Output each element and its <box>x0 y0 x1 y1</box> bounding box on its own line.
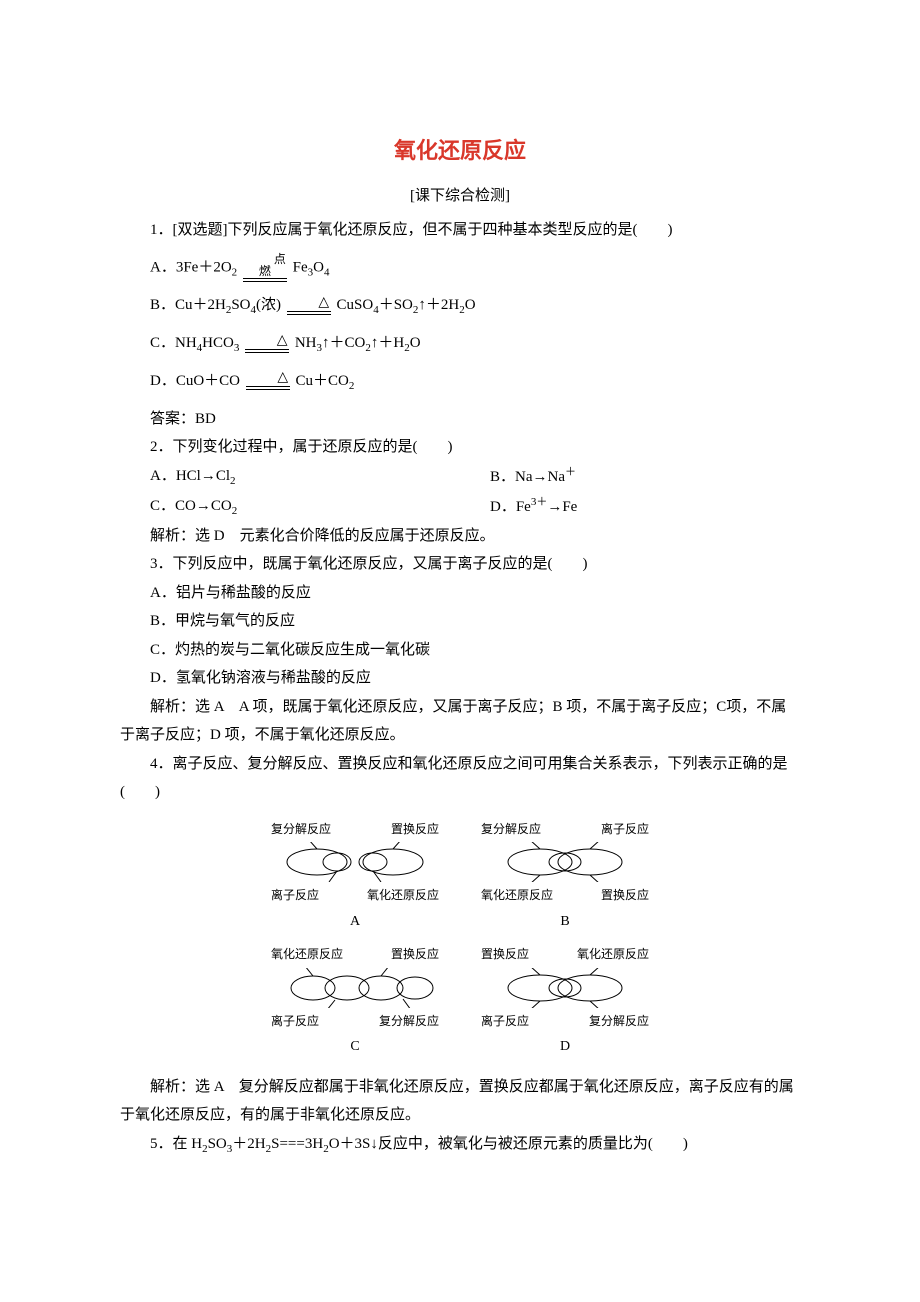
q1b-left: B．Cu＋2H <box>150 297 226 313</box>
label-fufen: 复分解反应 <box>271 818 331 841</box>
q4-explain: 解析：选 A 复分解反应都属于非氧化还原反应，置换反应都属于氧化还原反应，离子反… <box>120 1073 800 1130</box>
letter-c: C <box>265 1034 445 1061</box>
q1a-right: Fe <box>293 259 308 275</box>
label-zhihuan: 置换反应 <box>481 943 529 966</box>
cond-dianran: 点燃 <box>243 253 287 283</box>
q1c-r1: NH <box>295 335 317 351</box>
venn-C: 氧化还原反应 置换反应 离子反应 复分解反应 C <box>265 943 445 1061</box>
q2b-text: B．Na→Na <box>490 469 565 485</box>
label-yanghua: 氧化还原反应 <box>481 884 553 907</box>
label-fufen: 复分解反应 <box>481 818 541 841</box>
q5-s5: O＋3S↓反应中，被氧化与被还原元素的质量比为( ) <box>329 1136 688 1152</box>
q1c-mid: HCO <box>202 335 234 351</box>
letter-a: A <box>265 909 445 936</box>
label-yanghua: 氧化还原反应 <box>271 943 343 966</box>
q2-explain: 解析：选 D 元素化合价降低的反应属于还原反应。 <box>120 522 800 551</box>
cond-heat: △ <box>287 296 331 316</box>
label-fufen: 复分解反应 <box>589 1010 649 1033</box>
venn-svg-a <box>275 842 435 882</box>
q4-stem: 4．离子反应、复分解反应、置换反应和氧化还原反应之间可用集合关系表示，下列表示正… <box>120 750 800 807</box>
letter-d: D <box>475 1034 655 1061</box>
q3-optA: A．铝片与稀盐酸的反应 <box>120 579 800 608</box>
q2d-text: D．Fe <box>490 499 531 515</box>
q1a-left: A．3Fe＋2O <box>150 259 232 275</box>
q2-optA: A．HCl→Cl2 <box>120 462 460 492</box>
q2-row2: C．CO→CO2 D．Fe3＋→Fe <box>120 492 800 522</box>
label-zhihuan: 置换反应 <box>391 818 439 841</box>
q1d-left: D．CuO＋CO <box>150 373 240 389</box>
q1c-r3: ↑＋H <box>371 335 404 351</box>
q2-optC: C．CO→CO2 <box>120 492 460 522</box>
q3-optC: C．灼热的炭与二氧化碳反应生成一氧化碳 <box>120 636 800 665</box>
q1b-r3: ↑＋2H <box>418 297 459 313</box>
q1b-mid2: (浓) <box>256 297 281 313</box>
q5-s3: ＋2H <box>232 1136 265 1152</box>
q2c-text: C．CO→CO <box>150 498 232 514</box>
venn-D: 置换反应 氧化还原反应 离子反应 复分解反应 D <box>475 943 655 1061</box>
q3-optB: B．甲烷与氧气的反应 <box>120 607 800 636</box>
q3-explain: 解析：选 A A 项，既属于氧化还原反应，又属于离子反应；B 项，不属于离子反应… <box>120 693 800 750</box>
label-fufen: 复分解反应 <box>379 1010 439 1033</box>
letter-b: B <box>475 909 655 936</box>
page-title: 氧化还原反应 <box>120 130 800 172</box>
q1-optB: B．Cu＋2H2SO4(浓) △ CuSO4＋SO2↑＋2H2O <box>120 291 800 321</box>
label-yanghua: 氧化还原反应 <box>367 884 439 907</box>
venn-svg-b <box>485 842 645 882</box>
label-zhihuan: 置换反应 <box>391 943 439 966</box>
q1-answer: 答案：BD <box>120 405 800 434</box>
q5-stem: 5．在 H2SO3＋2H2S===3H2O＋3S↓反应中，被氧化与被还原元素的质… <box>120 1130 800 1160</box>
cond-heat: △ <box>245 334 289 354</box>
q2-optB: B．Na→Na＋ <box>460 462 800 492</box>
label-lizi: 离子反应 <box>271 884 319 907</box>
q2d-text2: →Fe <box>547 499 577 515</box>
venn-svg-c <box>275 968 435 1008</box>
q5-s4: S===3H <box>271 1136 323 1152</box>
venn-A: 复分解反应 置换反应 离子反应 氧化还原反应 A <box>265 818 445 936</box>
q2-stem: 2．下列变化过程中，属于还原反应的是( ) <box>120 433 800 462</box>
q1b-mid: SO <box>231 297 250 313</box>
q1-optC: C．NH4HCO3 △ NH3↑＋CO2↑＋H2O <box>120 329 800 359</box>
q1c-r2: ↑＋CO <box>322 335 365 351</box>
q1c-left: C．NH <box>150 335 197 351</box>
label-yanghua: 氧化还原反应 <box>577 943 649 966</box>
q2-row1: A．HCl→Cl2 B．Na→Na＋ <box>120 462 800 492</box>
q1b-r1: CuSO <box>337 297 374 313</box>
q2a-text: A．HCl→Cl <box>150 468 230 484</box>
q5-s2: SO <box>208 1136 227 1152</box>
label-lizi: 离子反应 <box>271 1010 319 1033</box>
cond-label: 点燃 <box>243 253 287 277</box>
venn-svg-d <box>485 968 645 1008</box>
subtitle: [课下综合检测] <box>120 182 800 211</box>
q4-diagram: 复分解反应 置换反应 离子反应 氧化还原反应 A 复分解反应 <box>120 815 800 1065</box>
q3-optD: D．氢氧化钠溶液与稀盐酸的反应 <box>120 664 800 693</box>
q3-stem: 3．下列反应中，既属于氧化还原反应，又属于离子反应的是( ) <box>120 550 800 579</box>
q1-stem: 1．[双选题]下列反应属于氧化还原反应，但不属于四种基本类型反应的是( ) <box>120 216 800 245</box>
cond-heat: △ <box>246 371 290 391</box>
q1d-right: Cu＋CO <box>296 373 349 389</box>
q1-optA: A．3Fe＋2O2 点燃 Fe3O4 <box>120 253 800 283</box>
q2-optD: D．Fe3＋→Fe <box>460 492 800 522</box>
q1-optD: D．CuO＋CO △ Cu＋CO2 <box>120 367 800 397</box>
venn-B: 复分解反应 离子反应 氧化还原反应 置换反应 B <box>475 818 655 936</box>
q1b-r2: ＋SO <box>379 297 413 313</box>
label-lizi: 离子反应 <box>481 1010 529 1033</box>
label-lizi: 离子反应 <box>601 818 649 841</box>
q5-s1: 5．在 H <box>150 1136 202 1152</box>
label-zhihuan: 置换反应 <box>601 884 649 907</box>
